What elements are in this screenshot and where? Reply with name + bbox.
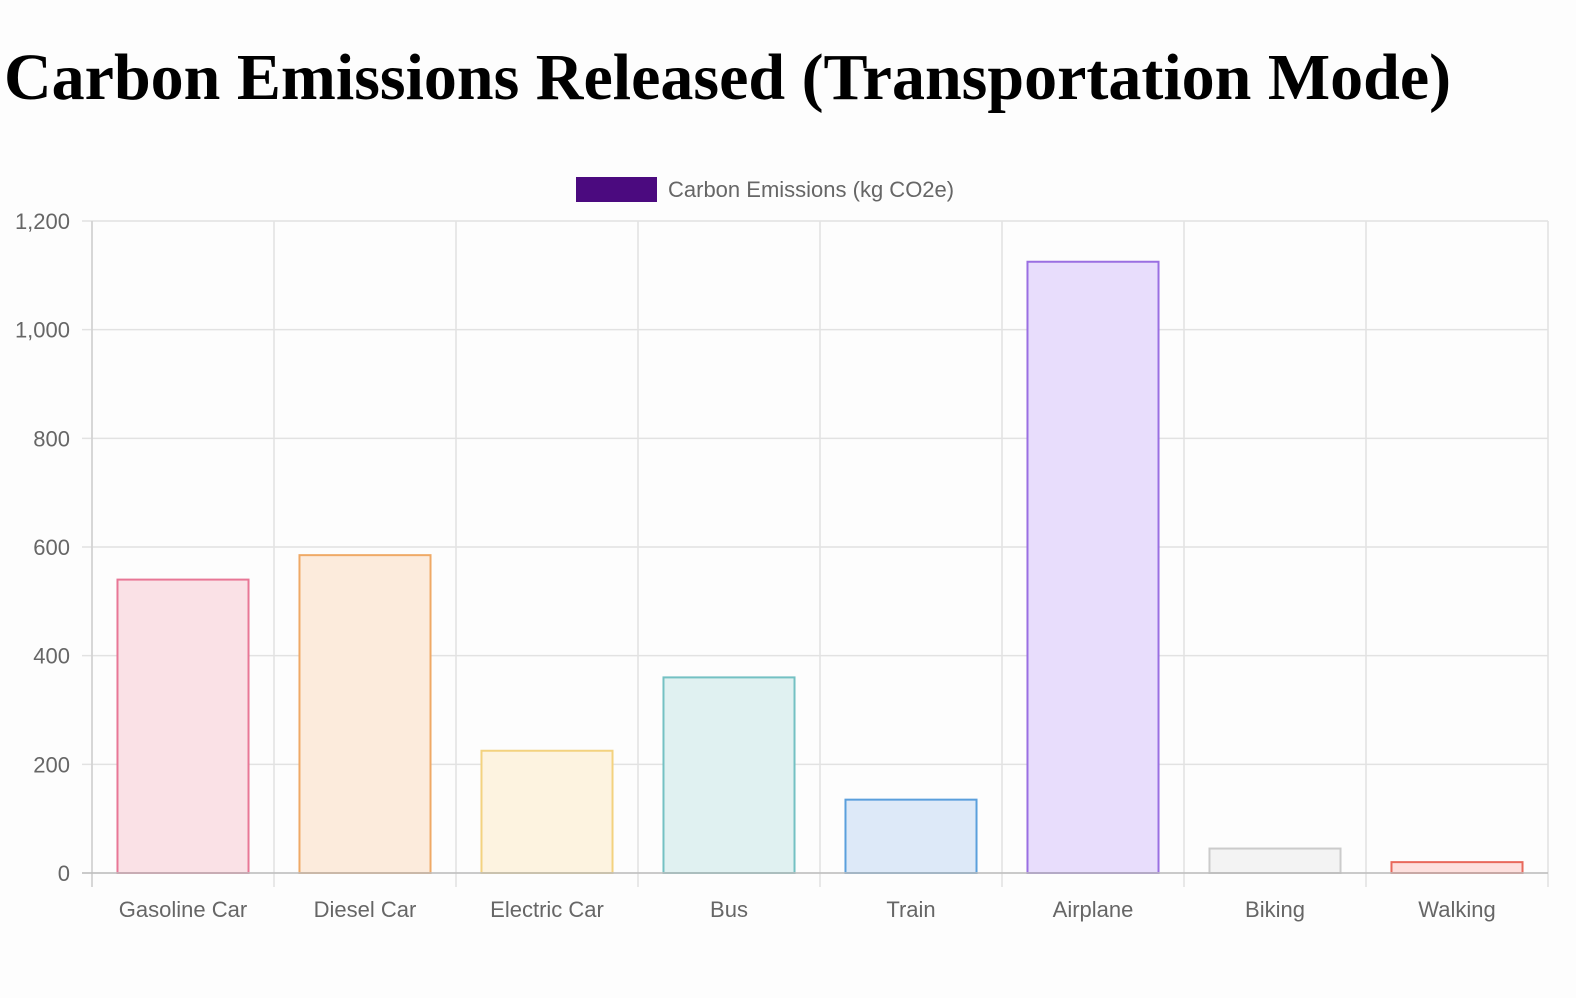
x-tick-label: Bus — [710, 897, 748, 922]
y-tick-label: 600 — [33, 535, 70, 560]
bar-diesel-car[interactable] — [298, 554, 432, 875]
bar-electric-car[interactable] — [480, 749, 614, 874]
legend-label[interactable]: Carbon Emissions (kg CO2e) — [668, 177, 954, 202]
bar-bus[interactable] — [662, 676, 796, 875]
x-tick-label: Gasoline Car — [119, 897, 247, 922]
y-tick-label: 400 — [33, 644, 70, 669]
y-tick-label: 1,000 — [15, 318, 70, 343]
axes: 0 200 400 600 800 1,000 1,200 Gasoline Car Diese… — [15, 209, 1548, 922]
x-tick-label: Airplane — [1053, 897, 1134, 922]
x-tick-label: Diesel Car — [314, 897, 417, 922]
y-tick-label: 800 — [33, 426, 70, 451]
x-tick-label: Walking — [1418, 897, 1495, 922]
bar-airplane[interactable] — [1026, 260, 1160, 874]
y-tick-label: 1,200 — [15, 209, 70, 234]
bars — [116, 260, 1524, 875]
legend-swatch[interactable] — [576, 177, 657, 202]
legend[interactable]: Carbon Emissions (kg CO2e) — [576, 177, 954, 202]
x-tick-label: Train — [886, 897, 935, 922]
page-title: Carbon Emissions Released (Transportatio… — [4, 41, 1452, 114]
x-tick-label: Biking — [1245, 897, 1305, 922]
bar-train[interactable] — [844, 798, 978, 875]
y-tick-label: 200 — [33, 752, 70, 777]
bar-walking[interactable] — [1390, 861, 1524, 875]
bar-gasoline-car[interactable] — [116, 578, 250, 874]
y-tick-label: 0 — [58, 861, 70, 886]
bar-biking[interactable] — [1208, 847, 1342, 874]
x-tick-label: Electric Car — [490, 897, 604, 922]
